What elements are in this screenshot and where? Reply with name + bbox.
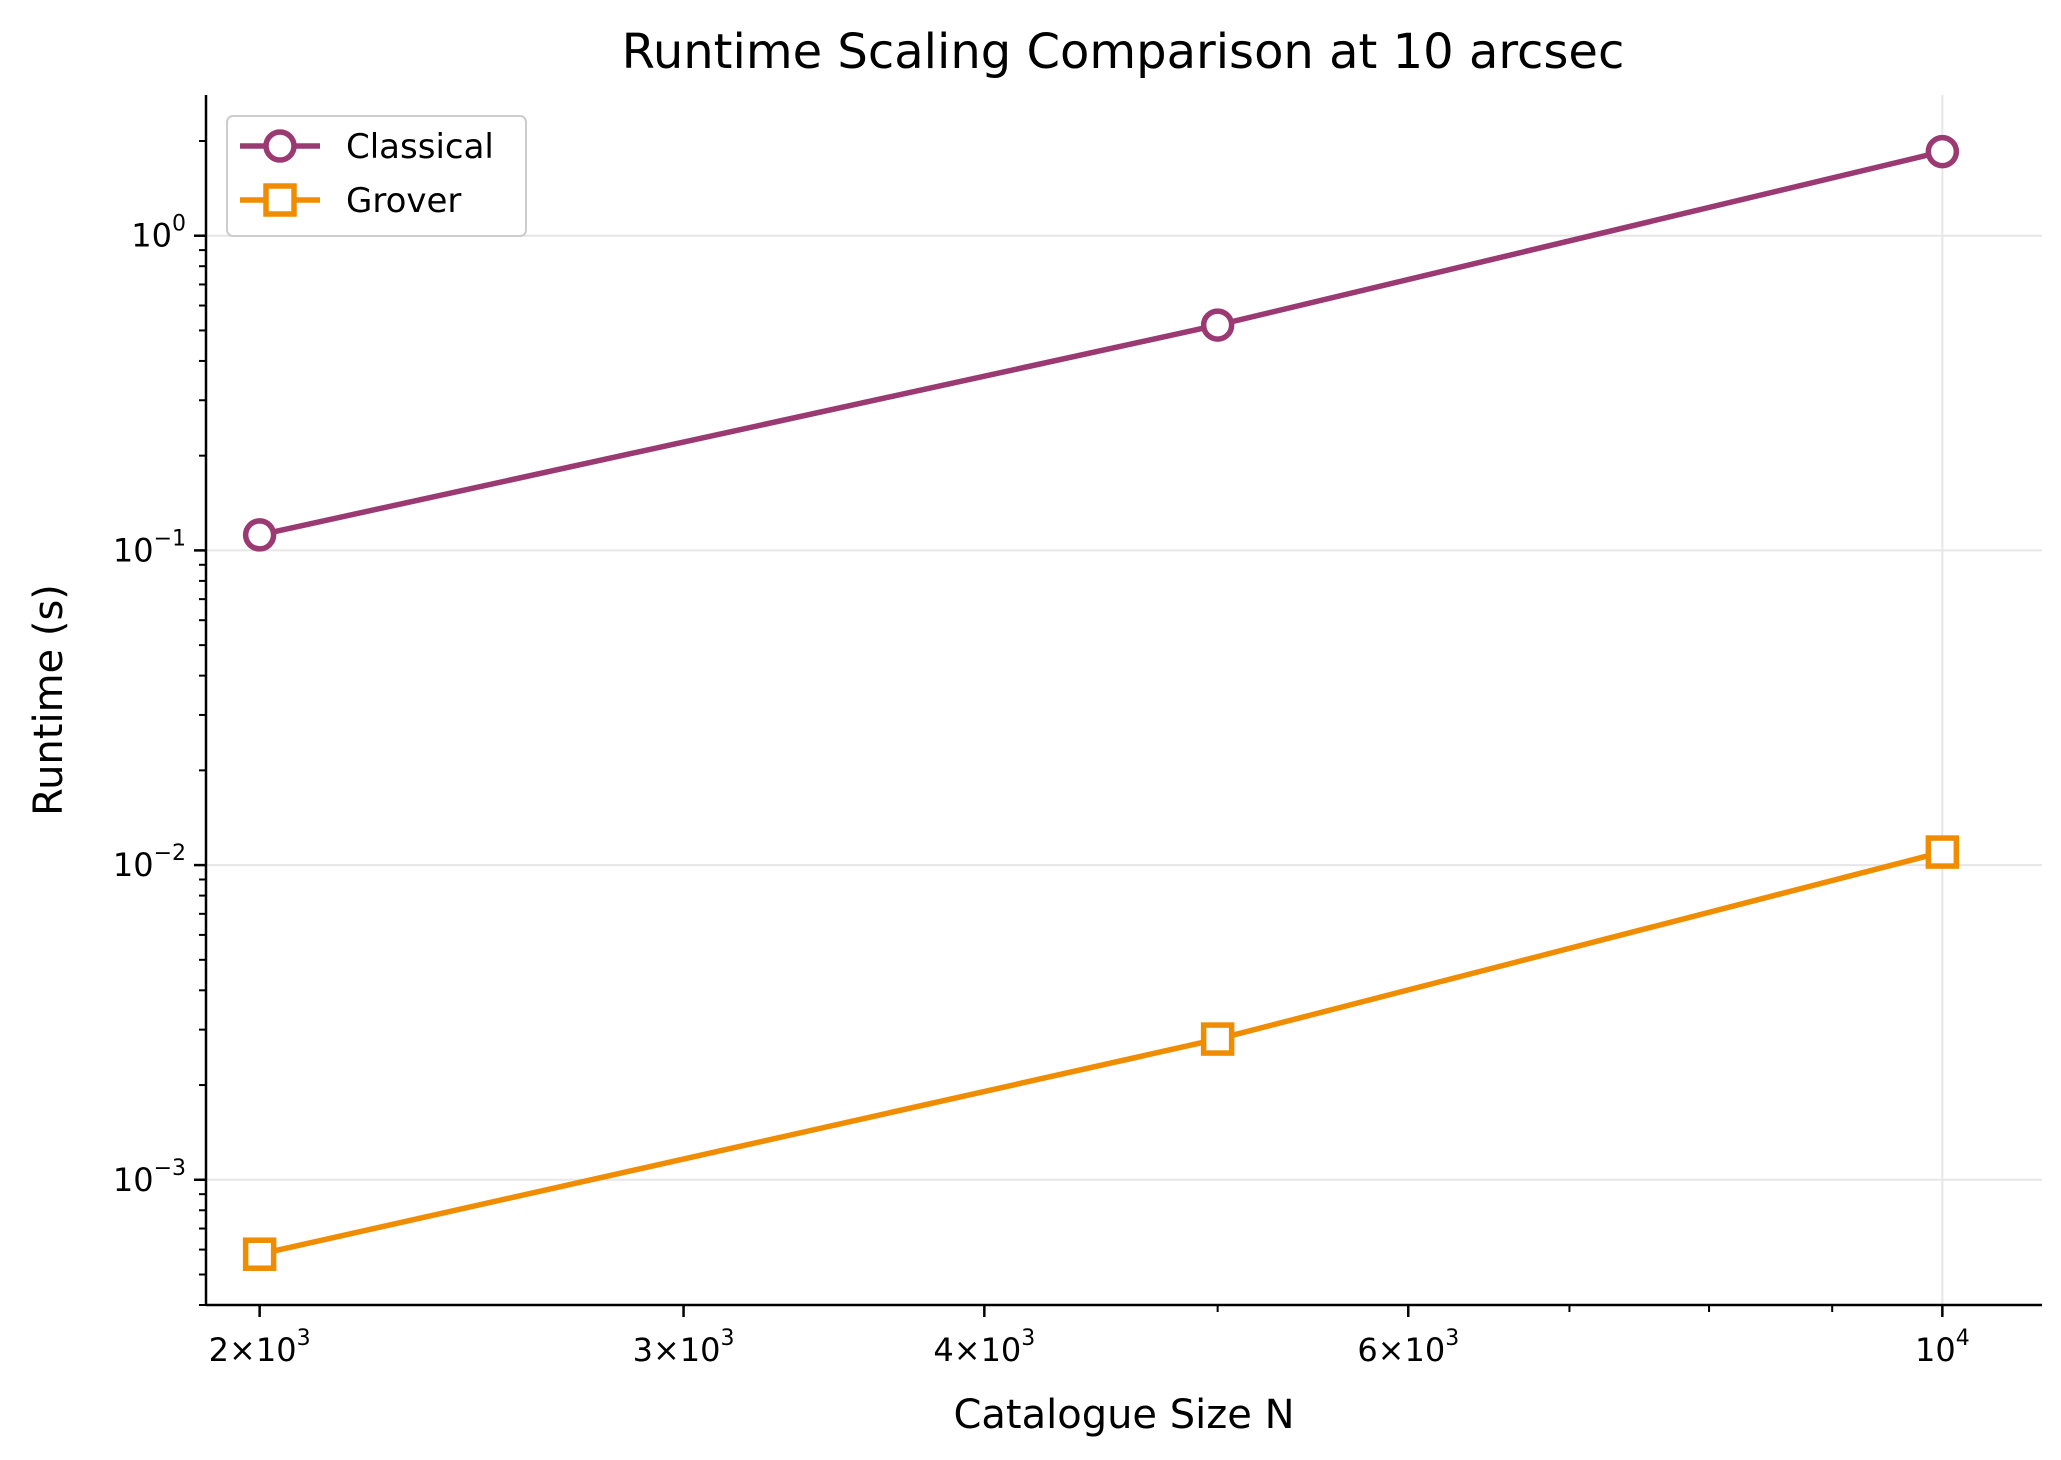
legend-label-grover: Grover <box>346 181 461 221</box>
series-line-grover <box>258 849 1944 1257</box>
y-tick-label: 100 <box>131 212 186 255</box>
x-tick-exponent: 3 <box>721 1326 735 1351</box>
x-tick-times: × <box>653 1331 680 1369</box>
legend: Classical Grover <box>226 115 527 237</box>
y-tick-base: 10 <box>113 531 154 569</box>
legend-marker-grover <box>263 183 297 217</box>
x-tick-label: 4×103 <box>933 1326 1035 1369</box>
y-tick-base: 10 <box>113 1161 154 1199</box>
x-tick-mantissa: 6 <box>1357 1331 1377 1369</box>
y-tick-label: 10−1 <box>113 526 186 569</box>
x-axis-label: Catalogue Size N <box>953 1392 1294 1438</box>
x-tick-mantissa: 2 <box>209 1331 229 1369</box>
y-axis-label: Runtime (s) <box>26 584 72 816</box>
x-tick-exponent: 3 <box>297 1326 311 1351</box>
x-tick-base: 10 <box>256 1331 297 1369</box>
minor-ticks <box>199 139 1834 1312</box>
y-tick-base: 10 <box>113 846 154 884</box>
x-tick-mantissa: 4 <box>933 1331 953 1369</box>
data-point-classical <box>1200 308 1235 342</box>
x-tick-times: × <box>229 1331 256 1369</box>
x-tick-exponent: 3 <box>1021 1326 1035 1351</box>
grid <box>206 95 2042 1305</box>
x-tick-exponent: 4 <box>1956 1326 1970 1351</box>
legend-marker-classical <box>263 129 297 163</box>
y-tick-base: 10 <box>131 217 172 255</box>
y-tick-exponent: −3 <box>154 1156 186 1181</box>
x-tick-label: 6×103 <box>1357 1326 1459 1369</box>
legend-label-classical: Classical <box>346 127 494 167</box>
data-point-classical <box>242 518 277 552</box>
x-tick-base: 10 <box>680 1331 721 1369</box>
data-point-grover <box>1200 1022 1235 1056</box>
y-tick-exponent: −2 <box>154 841 186 866</box>
series-layer <box>242 134 1960 1271</box>
data-point-grover <box>242 1237 277 1271</box>
chart-title: Runtime Scaling Comparison at 10 arcsec <box>622 24 1625 80</box>
x-tick-label: 2×103 <box>209 1326 311 1369</box>
data-point-grover <box>1925 835 1960 869</box>
data-point-classical <box>1925 134 1960 169</box>
y-tick-label: 10−3 <box>113 1156 186 1199</box>
x-tick-base: 10 <box>981 1331 1022 1369</box>
y-tick-exponent: −1 <box>154 526 186 551</box>
x-tick-base: 10 <box>1404 1331 1445 1369</box>
y-tick-exponent: 0 <box>172 212 186 237</box>
x-tick-times: × <box>954 1331 981 1369</box>
x-tick-times: × <box>1378 1331 1405 1369</box>
x-tick-label: 104 <box>1915 1326 1970 1369</box>
x-tick-exponent: 3 <box>1445 1326 1459 1351</box>
x-tick-base: 10 <box>1915 1331 1956 1369</box>
x-tick-label: 3×103 <box>633 1326 735 1369</box>
x-tick-mantissa: 3 <box>633 1331 653 1369</box>
y-tick-label: 10−2 <box>113 841 186 884</box>
